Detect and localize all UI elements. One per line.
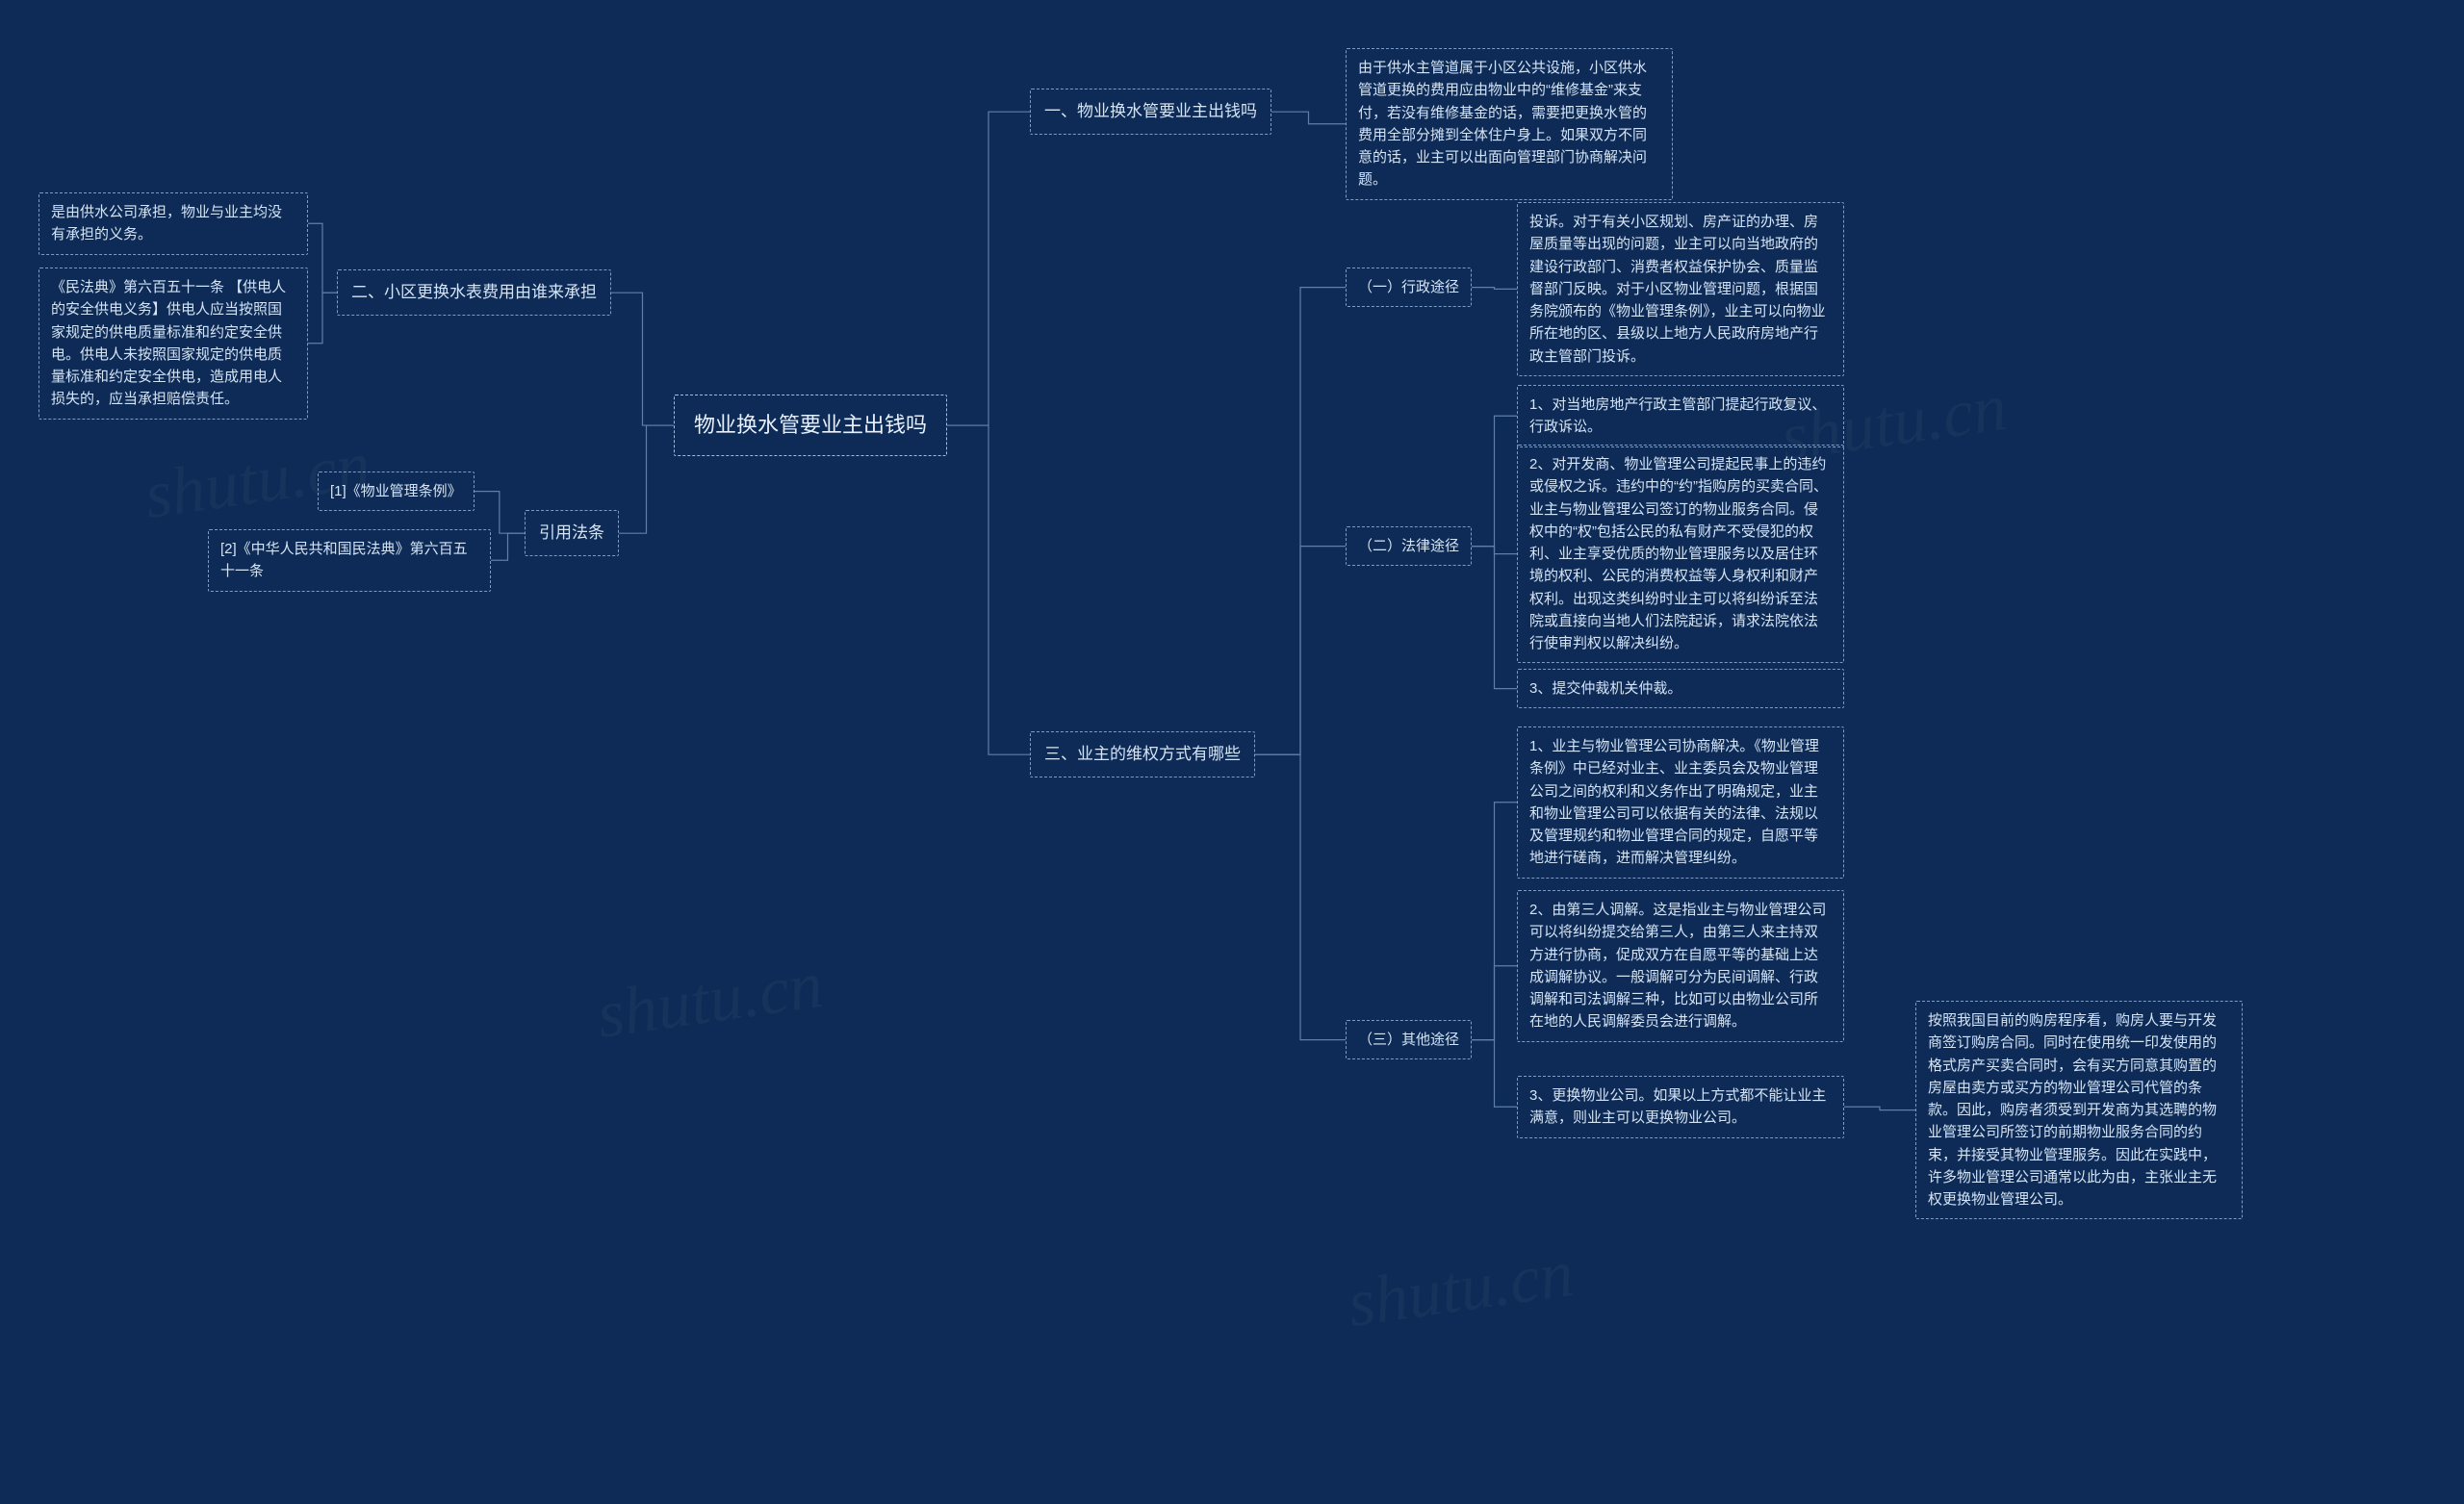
section-2: 二、小区更换水表费用由谁来承担	[337, 269, 611, 316]
watermark: shutu.cn	[1344, 1236, 1578, 1343]
section-1: 一、物业换水管要业主出钱吗	[1030, 89, 1271, 135]
root-node: 物业换水管要业主出钱吗	[674, 395, 947, 456]
watermark: shutu.cn	[593, 947, 828, 1055]
section-3-other-d3: 3、更换物业公司。如果以上方式都不能让业主满意，则业主可以更换物业公司。	[1517, 1076, 1844, 1138]
section-3-legal: （二）法律途径	[1346, 526, 1472, 566]
reference-d1: [1]《物业管理条例》	[318, 472, 475, 511]
section-1-label: 一、物业换水管要业主出钱吗	[1044, 102, 1257, 120]
section-3-other: （三）其他途径	[1346, 1020, 1472, 1059]
section-3-legal-d1: 1、对当地房地产行政主管部门提起行政复议、行政诉讼。	[1517, 385, 1844, 447]
section-3-other-d1: 1、业主与物业管理公司协商解决。《物业管理条例》中已经对业主、业主委员会及物业管…	[1517, 727, 1844, 879]
reference-section: 引用法条	[525, 510, 619, 556]
section-1-detail: 由于供水主管道属于小区公共设施，小区供水管道更换的费用应由物业中的“维修基金”来…	[1346, 48, 1673, 200]
root-label: 物业换水管要业主出钱吗	[694, 413, 927, 437]
section-2-d1: 是由供水公司承担，物业与业主均没有承担的义务。	[38, 192, 308, 255]
section-3-other-d2: 2、由第三人调解。这是指业主与物业管理公司可以将纠纷提交给第三人，由第三人来主持…	[1517, 890, 1844, 1042]
section-3-admin: （一）行政途径	[1346, 268, 1472, 307]
reference-label: 引用法条	[539, 523, 604, 542]
section-2-d2: 《民法典》第六百五十一条 【供电人的安全供电义务】供电人应当按照国家规定的供电质…	[38, 268, 308, 420]
reference-d2: [2]《中华人民共和国民法典》第六百五十一条	[208, 529, 491, 592]
section-3-admin-detail: 投诉。对于有关小区规划、房产证的办理、房屋质量等出现的问题，业主可以向当地政府的…	[1517, 202, 1844, 376]
section-2-label: 二、小区更换水表费用由谁来承担	[351, 283, 597, 301]
section-3-label: 三、业主的维权方式有哪些	[1044, 745, 1241, 763]
section-3-other-d3-detail: 按照我国目前的购房程序看，购房人要与开发商签订购房合同。同时在使用统一印发使用的…	[1915, 1001, 2243, 1219]
section-3-legal-d3: 3、提交仲裁机关仲裁。	[1517, 669, 1844, 708]
section-3-legal-d2: 2、对开发商、物业管理公司提起民事上的违约或侵权之诉。违约中的“约”指购房的买卖…	[1517, 445, 1844, 663]
section-3: 三、业主的维权方式有哪些	[1030, 731, 1255, 777]
